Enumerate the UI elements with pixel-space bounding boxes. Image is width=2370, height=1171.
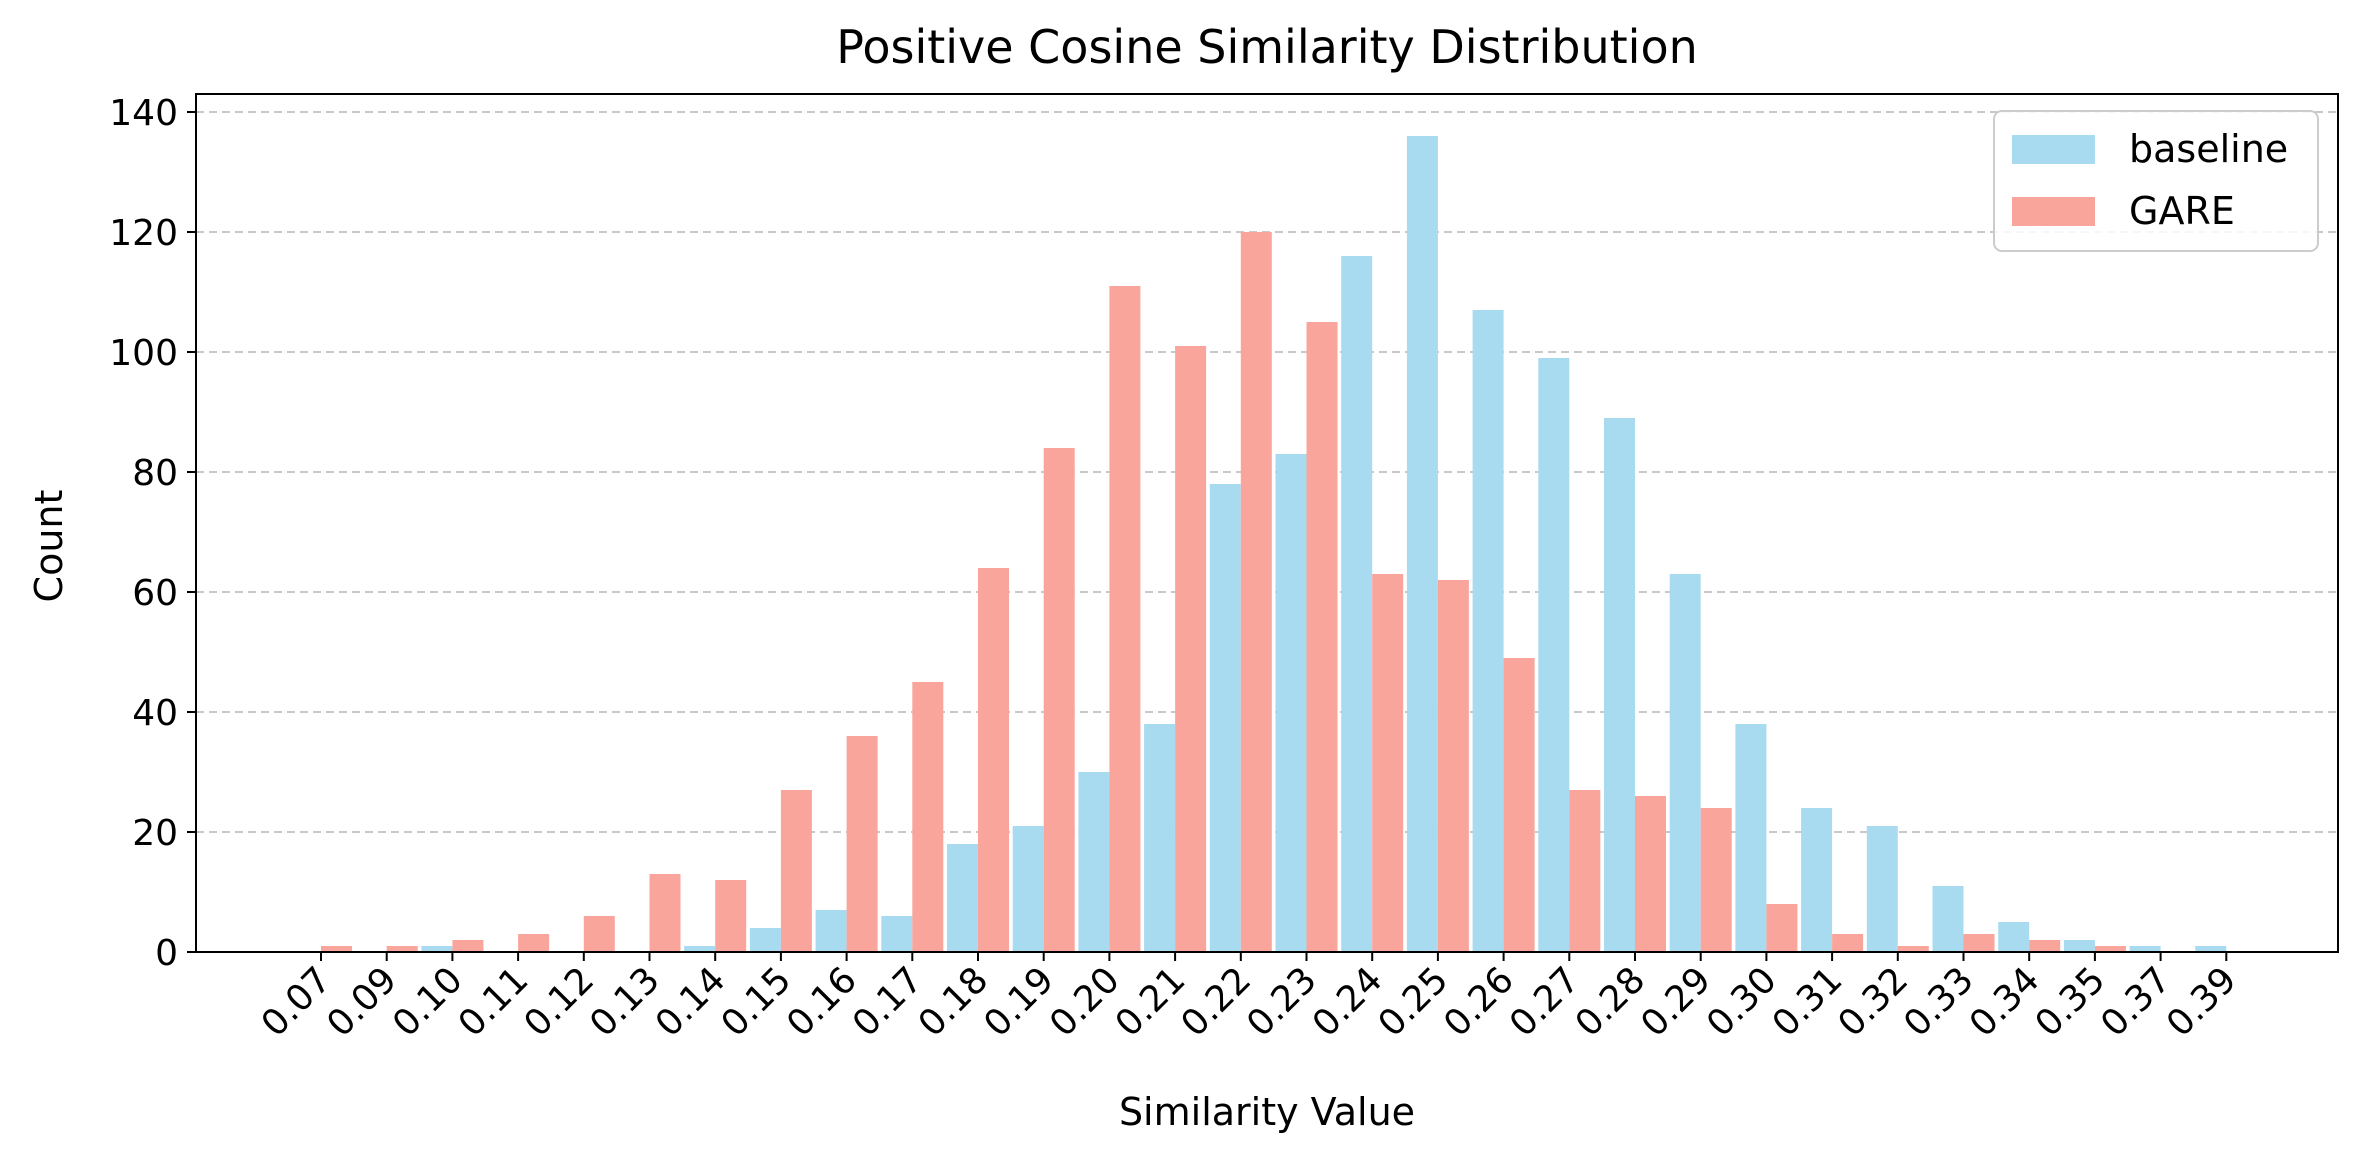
bar-gare-0.26: [1503, 658, 1535, 952]
y-tick-label: 60: [132, 573, 178, 614]
bar-gare-0.33: [1963, 934, 1995, 952]
bar-gare-0.20: [1109, 286, 1141, 952]
bar-gare-0.34: [2029, 940, 2061, 952]
bar-baseline-0.17: [881, 916, 913, 952]
bar-gare-0.18: [978, 568, 1009, 952]
bar-gare-0.25: [1437, 580, 1469, 952]
bar-baseline-0.24: [1341, 256, 1373, 952]
bar-gare-0.24: [1372, 574, 1404, 952]
legend: baseline GARE: [1993, 110, 2319, 252]
bar-gare-0.15: [780, 790, 812, 952]
bar-baseline-0.10: [421, 946, 453, 952]
bar-baseline-0.29: [1669, 574, 1701, 952]
y-axis: 0 20 40 60 80 100 120 140: [109, 93, 196, 974]
legend-label-baseline: baseline: [2129, 127, 2288, 171]
bar-baseline-0.34: [1998, 922, 2030, 952]
bar-gare-0.27: [1569, 790, 1601, 952]
x-axis-label: Similarity Value: [1119, 1090, 1415, 1134]
bar-baseline-0.15: [749, 928, 781, 952]
bar-gare-0.29: [1700, 808, 1732, 952]
legend-swatch-baseline: [2012, 135, 2095, 164]
y-tick-label: 0: [155, 933, 178, 974]
bar-baseline-0.33: [1932, 886, 1964, 952]
bar-baseline-0.22: [1209, 484, 1241, 952]
y-tick-label: 20: [132, 813, 178, 854]
y-tick-label: 120: [109, 213, 178, 254]
bar-baseline-0.39: [2195, 946, 2227, 952]
y-tick-label: 40: [132, 693, 178, 734]
bar-gare-0.21: [1175, 346, 1207, 952]
plot-frame: [195, 93, 2339, 953]
bar-baseline-0.21: [1144, 724, 1176, 952]
bar-gare-0.10: [452, 940, 484, 952]
bar-baseline-0.27: [1538, 358, 1570, 952]
y-tick-label: 100: [109, 333, 178, 374]
bar-gare-0.09: [386, 946, 418, 952]
bar-baseline-0.20: [1078, 772, 1110, 952]
bar-gare-0.07: [321, 946, 352, 952]
bars-layer: [321, 136, 2227, 952]
bar-gare-0.12: [583, 916, 615, 952]
bar-gare-0.32: [1897, 946, 1929, 952]
legend-swatch-gare: [2012, 197, 2095, 226]
bar-gare-0.16: [846, 736, 878, 952]
bar-gare-0.28: [1635, 796, 1666, 952]
bar-gare-0.13: [649, 874, 681, 952]
y-tick-label: 140: [109, 93, 178, 134]
bar-baseline-0.16: [815, 910, 847, 952]
bar-baseline-0.30: [1735, 724, 1767, 952]
bar-gare-0.17: [912, 682, 944, 952]
bar-baseline-0.23: [1275, 454, 1307, 952]
y-tick-label: 80: [132, 453, 178, 494]
bar-baseline-0.28: [1604, 418, 1635, 952]
bar-gare-0.31: [1832, 934, 1864, 952]
bar-gare-0.30: [1766, 904, 1798, 952]
bar-baseline-0.14: [684, 946, 716, 952]
bar-gare-0.35: [2094, 946, 2126, 952]
y-axis-label: Count: [27, 490, 71, 603]
chart-title: Positive Cosine Similarity Distribution: [836, 20, 1698, 74]
bar-baseline-0.18: [947, 844, 978, 952]
bar-gare-0.22: [1240, 232, 1272, 952]
bar-baseline-0.31: [1801, 808, 1833, 952]
bar-gare-0.23: [1306, 322, 1338, 952]
legend-label-gare: GARE: [2129, 189, 2235, 233]
bar-baseline-0.25: [1406, 136, 1438, 952]
bar-baseline-0.37: [2129, 946, 2161, 952]
bar-baseline-0.26: [1472, 310, 1504, 952]
bar-gare-0.11: [518, 934, 550, 952]
bar-baseline-0.32: [1866, 826, 1898, 952]
bar-gare-0.14: [715, 880, 747, 952]
bar-gare-0.19: [1043, 448, 1075, 952]
bar-baseline-0.19: [1012, 826, 1044, 952]
bar-baseline-0.35: [2063, 940, 2095, 952]
